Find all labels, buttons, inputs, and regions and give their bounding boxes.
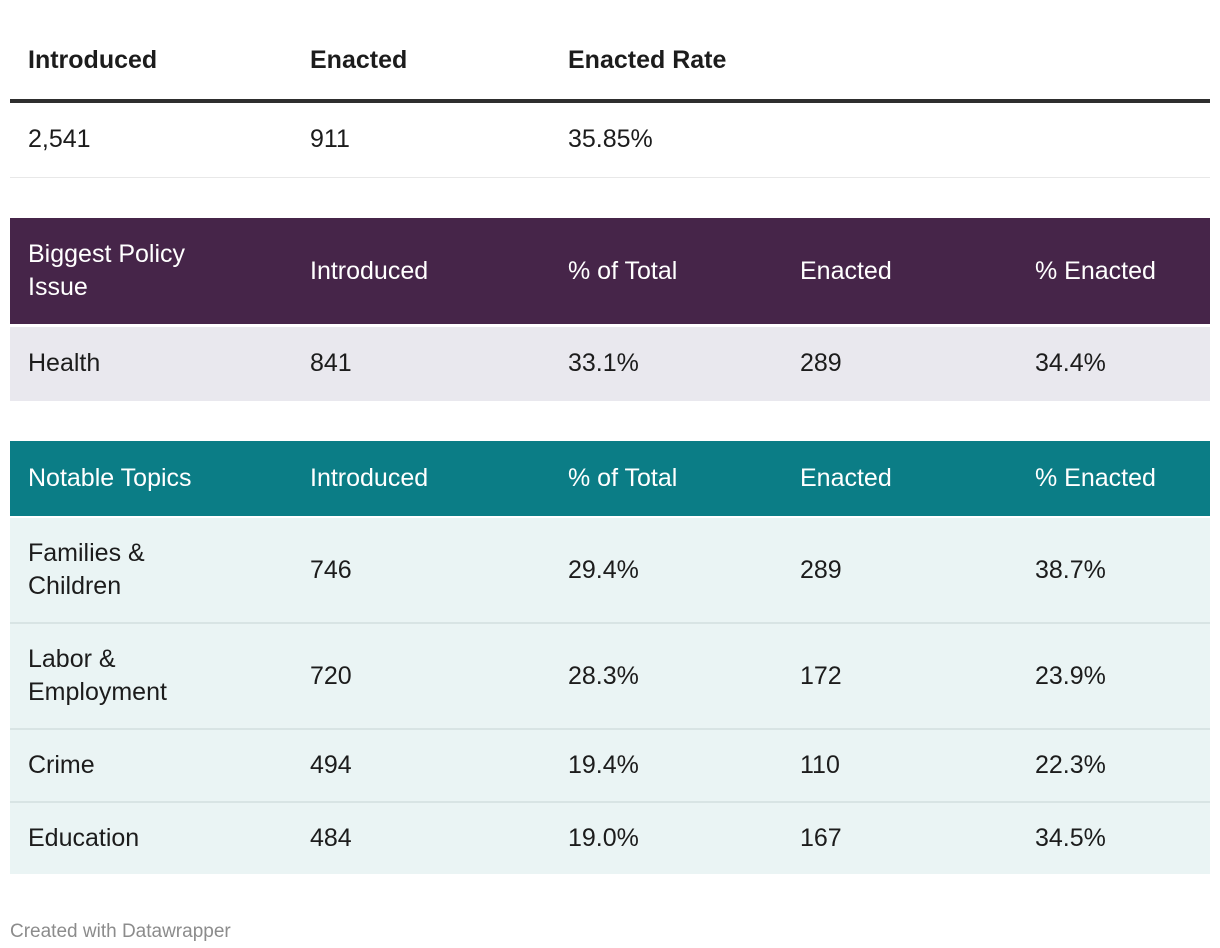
topics-crime-pct-total: 19.4% <box>568 751 639 779</box>
topics-header-introduced: Introduced <box>310 464 429 492</box>
topics-header-row: Notable Topics Introduced % of Total Ena… <box>10 441 1210 516</box>
topics-header-enacted: Enacted <box>800 464 892 492</box>
policy-health-pct-enacted: 34.4% <box>1035 349 1106 377</box>
policy-header-pct-enacted: % Enacted <box>1035 256 1156 285</box>
policy-health-introduced: 841 <box>310 349 352 377</box>
topics-families-label: Families & Children <box>28 539 145 600</box>
topics-row-crime: Crime 494 19.4% 110 22.3% <box>10 728 1210 801</box>
policy-health-label: Health <box>28 349 101 377</box>
topics-row-education: Education 484 19.0% 167 34.5% <box>10 801 1210 874</box>
summary-table: Introduced Enacted Enacted Rate 2,541 91… <box>10 28 1210 178</box>
summary-header-introduced: Introduced <box>28 46 158 74</box>
summary-value-introduced: 2,541 <box>28 125 91 153</box>
topics-education-enacted: 167 <box>800 824 842 852</box>
topics-education-introduced: 484 <box>310 824 352 852</box>
policy-header-pct-total: % of Total <box>568 256 678 285</box>
policy-header-label: Biggest Policy Issue <box>28 240 186 301</box>
topics-labor-enacted: 172 <box>800 661 842 690</box>
summary-value-enacted: 911 <box>310 125 350 153</box>
summary-header-enacted: Enacted <box>310 46 408 74</box>
notable-topics-table: Notable Topics Introduced % of Total Ena… <box>10 441 1210 874</box>
policy-issue-table: Biggest Policy Issue Introduced % of Tot… <box>10 218 1210 401</box>
topics-education-pct-total: 19.0% <box>568 824 639 852</box>
policy-health-enacted: 289 <box>800 349 842 377</box>
summary-value-enacted-rate: 35.85% <box>568 125 653 153</box>
topics-header-pct-enacted: % Enacted <box>1035 464 1156 492</box>
policy-header-introduced: Introduced <box>310 256 429 285</box>
policy-health-pct-total: 33.1% <box>568 349 639 377</box>
topics-labor-pct-enacted: 23.9% <box>1035 661 1106 690</box>
topics-labor-introduced: 720 <box>310 661 352 690</box>
topics-families-introduced: 746 <box>310 555 352 584</box>
summary-header-row: Introduced Enacted Enacted Rate <box>10 28 1210 103</box>
topics-header-pct-total: % of Total <box>568 464 678 492</box>
topics-crime-label: Crime <box>28 751 95 779</box>
topics-families-pct-total: 29.4% <box>568 555 639 584</box>
topics-labor-label: Labor & Employment <box>28 645 167 706</box>
topics-crime-enacted: 110 <box>800 751 840 779</box>
topics-row-families-children: Families & Children 746 29.4% 289 38.7% <box>10 516 1210 622</box>
topics-row-labor-employment: Labor & Employment 720 28.3% 172 23.9% <box>10 622 1210 728</box>
topics-header-label: Notable Topics <box>28 464 192 492</box>
summary-data-row: 2,541 911 35.85% <box>10 103 1210 178</box>
datawrapper-credit-link[interactable]: Created with Datawrapper <box>10 921 231 942</box>
topics-crime-pct-enacted: 22.3% <box>1035 751 1106 779</box>
topics-education-pct-enacted: 34.5% <box>1035 824 1106 852</box>
topics-crime-introduced: 494 <box>310 751 352 779</box>
topics-education-label: Education <box>28 824 140 852</box>
policy-header-enacted: Enacted <box>800 256 892 285</box>
policy-row-health: Health 841 33.1% 289 34.4% <box>10 324 1210 401</box>
topics-families-enacted: 289 <box>800 555 842 584</box>
topics-families-pct-enacted: 38.7% <box>1035 555 1106 584</box>
topics-labor-pct-total: 28.3% <box>568 661 639 690</box>
policy-header-row: Biggest Policy Issue Introduced % of Tot… <box>10 218 1210 324</box>
summary-header-enacted-rate: Enacted Rate <box>568 46 727 74</box>
